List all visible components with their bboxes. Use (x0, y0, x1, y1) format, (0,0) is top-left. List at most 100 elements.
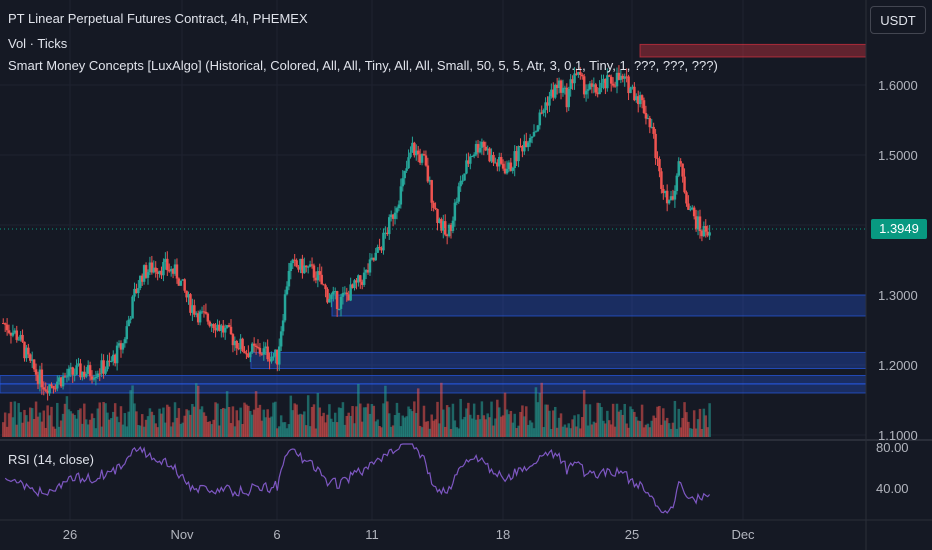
candle-body (525, 141, 528, 148)
volume-bar (694, 428, 698, 437)
volume-bar (183, 415, 186, 437)
candle-body (608, 75, 611, 77)
volume-legend: Vol · Ticks (8, 36, 68, 51)
candle-body (285, 286, 289, 295)
volume-bar (644, 424, 648, 437)
volume-bar (532, 428, 536, 437)
volume-bar (438, 423, 441, 437)
candle-body (359, 275, 362, 282)
candle-body (113, 354, 117, 364)
volume-bar (48, 415, 51, 437)
candle-body (411, 142, 414, 153)
volume-bar (328, 404, 331, 437)
volume-bar (530, 422, 534, 437)
volume-bar (270, 416, 273, 437)
volume-bar (656, 406, 659, 437)
volume-bar (691, 428, 694, 437)
volume-bar (283, 422, 287, 437)
volume-bar (316, 392, 320, 437)
candle-body (179, 280, 183, 286)
volume-bar (472, 403, 476, 437)
candle-body (310, 264, 314, 266)
price-tick-label: 1.6000 (878, 78, 918, 93)
volume-bar (443, 426, 447, 437)
volume-bar (137, 424, 140, 437)
candle-body (277, 346, 281, 365)
volume-bar (142, 426, 146, 437)
candle-body (592, 84, 596, 87)
candle-body (316, 271, 320, 281)
volume-bar (214, 402, 217, 437)
volume-bar (573, 415, 576, 437)
volume-bar (540, 382, 543, 437)
volume-bar (256, 407, 260, 437)
candle-body (245, 353, 248, 355)
volume-bar (200, 406, 204, 437)
volume-bar (426, 421, 430, 437)
volume-bar (675, 428, 679, 437)
candle-body (673, 191, 677, 200)
candle-body (598, 87, 601, 95)
candle-body (117, 343, 121, 346)
candle-body (528, 137, 532, 143)
candle-body (254, 345, 258, 347)
candle-body (237, 348, 240, 350)
volume-bar (349, 415, 352, 437)
volume-bar (3, 412, 7, 437)
candle-body (351, 284, 354, 289)
volume-bar (652, 415, 655, 437)
volume-bar (416, 388, 420, 437)
volume-bar (83, 403, 86, 437)
volume-bar (162, 407, 165, 437)
candle-body (696, 216, 700, 230)
candle-body (303, 265, 306, 274)
volume-bar (596, 402, 599, 437)
candle-body (557, 80, 561, 89)
candle-body (573, 73, 576, 84)
time-tick-label: 11 (365, 527, 379, 542)
candle-body (665, 190, 669, 204)
candle-body (210, 324, 213, 327)
volume-bar (581, 417, 584, 437)
candle-body (256, 346, 260, 348)
volume-bar (36, 416, 40, 437)
volume-bar (227, 406, 231, 437)
candle-body (104, 369, 107, 374)
volume-bar (5, 426, 9, 437)
candle-body (133, 288, 136, 297)
candle-body (13, 330, 17, 333)
volume-bar (393, 415, 397, 437)
volume-bar (606, 410, 609, 437)
volume-bar (553, 406, 557, 437)
candle-body (617, 72, 621, 80)
volume-bar (498, 407, 501, 437)
volume-bar (96, 408, 100, 437)
candle-body (156, 271, 159, 274)
candle-body (112, 354, 115, 362)
candle-body (241, 338, 244, 352)
volume-bar (252, 409, 256, 437)
candle-body (21, 334, 24, 342)
candle-body (702, 226, 706, 237)
volume-bar (341, 402, 345, 437)
candle-body (223, 327, 227, 333)
volume-bar (90, 413, 94, 437)
candle-body (84, 373, 88, 377)
volume-bar (436, 401, 439, 437)
candle-body (426, 165, 430, 182)
volume-bar (229, 423, 233, 437)
volume-bar (428, 428, 432, 437)
volume-bar (407, 406, 410, 437)
candle-body (378, 246, 381, 248)
candle-body (212, 324, 215, 329)
currency-button[interactable]: USDT (870, 6, 926, 34)
candle-body (301, 258, 304, 274)
candle-body (175, 264, 179, 279)
candle-body (370, 257, 374, 260)
candle-body (368, 259, 372, 273)
candle-body (181, 279, 184, 281)
volume-bar (210, 424, 213, 437)
volume-bar (115, 416, 119, 437)
candle-body (416, 150, 420, 155)
